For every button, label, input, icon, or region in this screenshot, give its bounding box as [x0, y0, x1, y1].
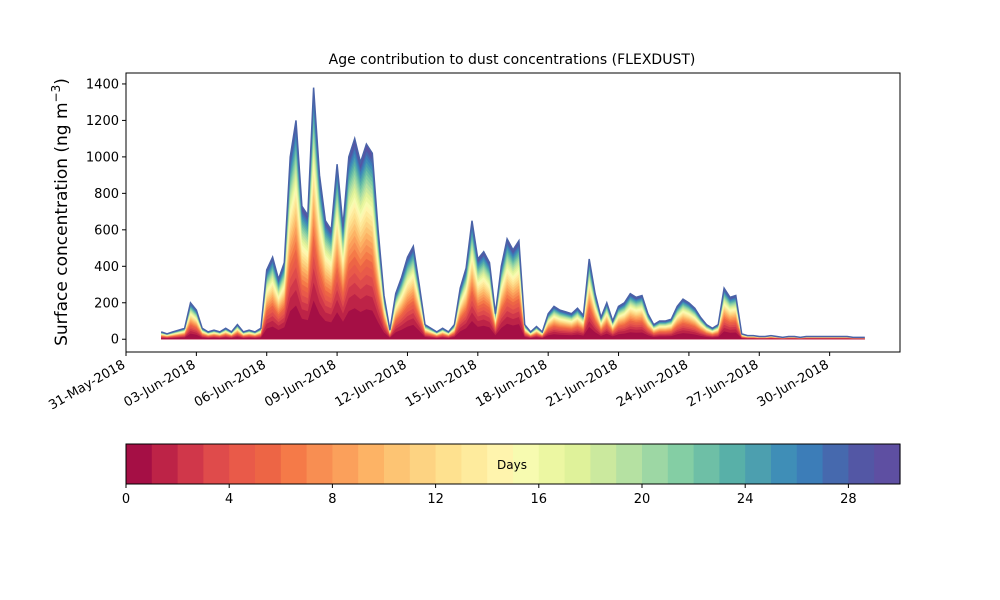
colorbar-swatch — [848, 444, 875, 484]
colorbar-swatch — [796, 444, 824, 484]
colorbar-swatch — [177, 444, 204, 484]
plot-frame — [125, 72, 901, 353]
x-tick-label: 27-Jun-2018 — [684, 357, 761, 410]
age-layer-0 — [161, 300, 865, 340]
y-axis-label: Surface concentration (ng m−3) — [49, 78, 72, 346]
colorbar-swatch — [255, 444, 282, 484]
colorbar-swatch — [229, 444, 256, 484]
colorbar-swatch — [435, 444, 462, 484]
colorbar-swatch — [332, 444, 359, 484]
y-axis-label-close: ) — [52, 78, 72, 85]
colorbar-swatch — [358, 444, 385, 484]
colorbar-tick-label: 4 — [225, 492, 233, 507]
colorbar-swatch — [461, 444, 488, 484]
x-tick-label: 18-Jun-2018 — [473, 357, 550, 410]
x-tick-label: 09-Jun-2018 — [262, 357, 339, 410]
y-tick-label: 800 — [94, 187, 119, 202]
colorbar-swatch — [771, 444, 798, 484]
colorbar-swatch — [822, 444, 849, 484]
colorbar-tick-label: 0 — [122, 492, 130, 507]
y-tick-label: 1400 — [86, 77, 119, 92]
y-tick-label: 400 — [94, 260, 119, 275]
colorbar-tick-label: 16 — [531, 492, 548, 507]
colorbar-frame — [125, 443, 901, 485]
y-tick-label: 1200 — [86, 114, 119, 129]
x-tick-label: 06-Jun-2018 — [192, 357, 269, 410]
colorbar-swatch — [564, 444, 591, 484]
colorbar-swatch — [409, 444, 437, 484]
colorbar-tick-label: 12 — [427, 492, 444, 507]
colorbar-swatch — [642, 444, 669, 484]
y-axis-ticks: 0 200 400 600 800 1000 1200 1400 — [86, 77, 126, 348]
colorbar-swatch — [126, 444, 153, 484]
chart-title: Age contribution to dust concentrations … — [329, 52, 696, 68]
colorbar-tick-label: 24 — [737, 492, 754, 507]
colorbar-swatch — [719, 444, 746, 484]
colorbar — [126, 444, 901, 484]
colorbar-swatch — [667, 444, 695, 484]
colorbar-swatch — [203, 444, 230, 484]
x-tick-label: 12-Jun-2018 — [333, 357, 410, 410]
colorbar-swatch — [538, 444, 566, 484]
colorbar-swatch — [384, 444, 411, 484]
colorbar-swatch — [590, 444, 617, 484]
colorbar-swatch — [306, 444, 333, 484]
colorbar-tick-label: 28 — [840, 492, 857, 507]
y-axis-label-exponent: −3 — [49, 85, 63, 103]
stacked-areas — [160, 87, 865, 340]
x-tick-label: 31-May-2018 — [46, 357, 128, 413]
colorbar-swatch — [874, 444, 901, 484]
x-tick-label: 03-Jun-2018 — [122, 357, 199, 410]
colorbar-swatch — [616, 444, 643, 484]
x-axis-ticks: 31-May-201803-Jun-201806-Jun-201809-Jun-… — [46, 352, 832, 413]
colorbar-swatch — [151, 444, 179, 484]
y-tick-label: 0 — [111, 333, 119, 348]
colorbar-swatch — [487, 444, 514, 484]
y-axis-label-main: Surface concentration (ng m — [52, 102, 72, 345]
colorbar-label: Days — [497, 458, 527, 472]
x-tick-label: 24-Jun-2018 — [614, 357, 691, 410]
x-tick-label: 15-Jun-2018 — [403, 357, 480, 410]
y-tick-label: 200 — [94, 296, 119, 311]
colorbar-swatch — [513, 444, 540, 484]
colorbar-tick-label: 20 — [634, 492, 651, 507]
colorbar-swatch — [693, 444, 720, 484]
x-tick-label: 21-Jun-2018 — [544, 357, 621, 410]
colorbar-ticks: 0 4 8 12 16 20 24 28 — [122, 484, 857, 507]
colorbar-swatch — [745, 444, 772, 484]
x-tick-label: 30-Jun-2018 — [755, 357, 832, 410]
colorbar-swatch — [280, 444, 308, 484]
total-outline — [160, 87, 865, 339]
y-tick-label: 600 — [94, 223, 119, 238]
y-tick-label: 1000 — [86, 150, 119, 165]
colorbar-tick-label: 8 — [328, 492, 336, 507]
svg-text:Surface concentration (ng m−3): Surface concentration (ng m−3) — [49, 78, 72, 346]
